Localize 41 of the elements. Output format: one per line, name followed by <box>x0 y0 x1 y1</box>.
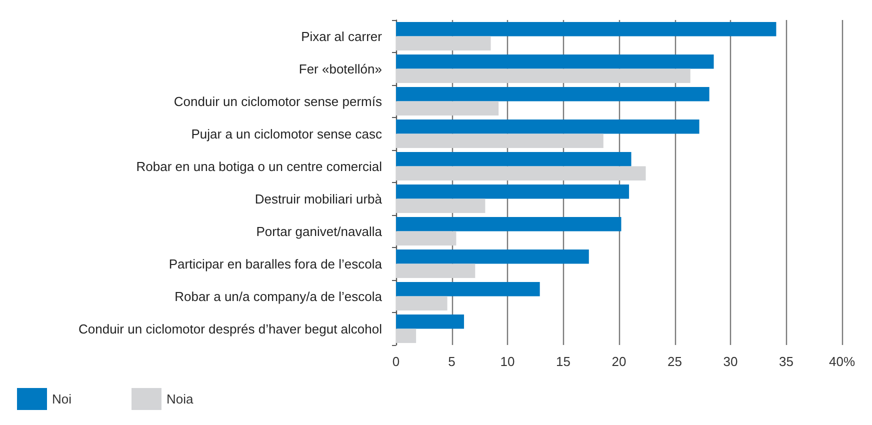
x-tick-label: 25 <box>668 354 682 369</box>
y-tick-label: Conduir un ciclomotor sense permís <box>174 94 382 109</box>
bar <box>396 119 700 134</box>
bar <box>396 36 491 51</box>
bar <box>396 216 622 232</box>
x-tick-label: 35 <box>779 354 794 369</box>
bar <box>396 101 499 116</box>
legend-label: Noia <box>166 392 194 406</box>
y-tick-label: Conduir un ciclomotor després d’haver begut alcohol <box>78 321 382 336</box>
x-tick-label: 10 <box>500 354 515 369</box>
y-tick-label: Robar a un/a company/a de l’escola <box>174 288 383 304</box>
y-tick-label: Participar en baralles fora de l’escola <box>168 256 383 272</box>
y-tick-label: Pujar a un ciclomotor sense casc <box>191 126 382 142</box>
legend-label: Noi <box>52 392 72 406</box>
x-tick-label: 0 <box>392 354 400 369</box>
bar <box>396 264 476 278</box>
y-tick-label: Portar ganivet/navalla <box>256 224 383 239</box>
bar <box>396 86 710 102</box>
x-tick-label: 40% <box>828 354 856 369</box>
bar <box>396 198 486 214</box>
bar <box>396 231 456 246</box>
bar <box>396 54 714 69</box>
bar <box>396 328 416 344</box>
bar <box>396 134 604 148</box>
bar <box>396 249 589 264</box>
x-tick-label: 20 <box>612 354 626 369</box>
y-tick-label: Fer «botellón» <box>298 61 382 76</box>
bar <box>396 166 646 181</box>
y-tick-label: Pixar al carrer <box>301 28 383 44</box>
bar <box>396 282 540 296</box>
x-tick-label: 5 <box>448 354 456 369</box>
bar <box>396 22 776 36</box>
bar <box>396 314 464 329</box>
bar <box>396 296 448 311</box>
bar <box>396 68 690 84</box>
y-tick-label: Robar en una botiga o un centre comercial <box>136 158 382 174</box>
bar <box>396 152 632 166</box>
bar <box>396 184 630 199</box>
y-tick-label: Destruir mobiliari urbà <box>254 191 383 206</box>
x-tick-label: 15 <box>556 354 570 369</box>
x-tick-label: 30 <box>723 354 738 369</box>
